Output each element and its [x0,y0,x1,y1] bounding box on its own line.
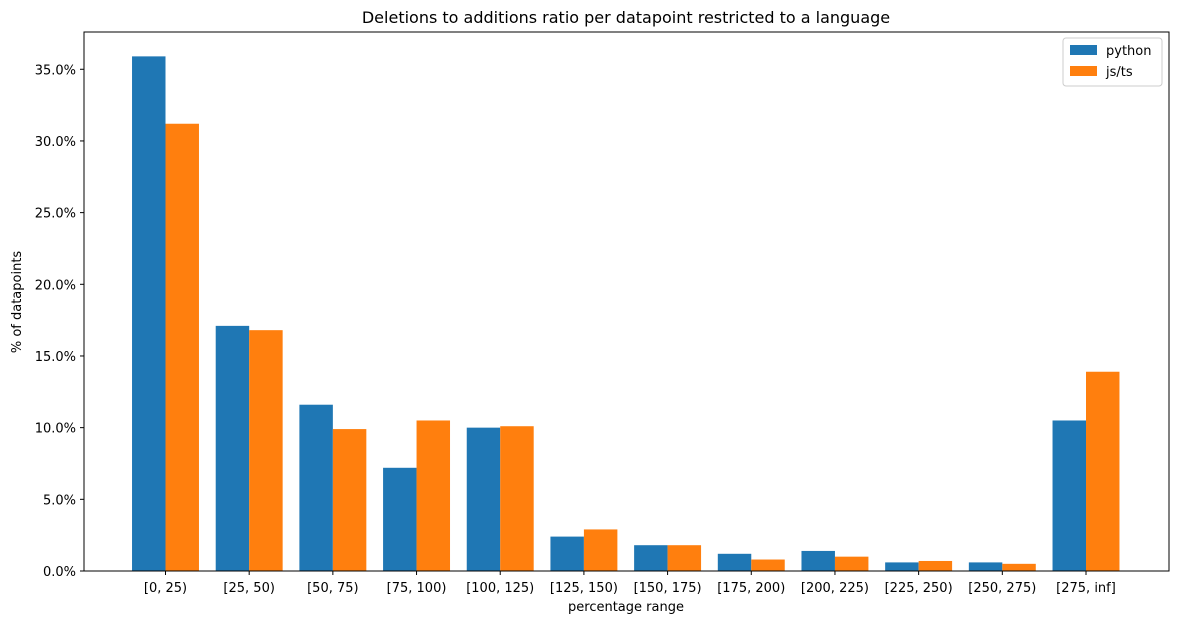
y-tick-label: 20.0% [35,278,76,293]
x-tick-label: [100, 125) [466,581,534,596]
legend-label-python: python [1106,44,1151,59]
bar-js-ts-0 [165,123,199,572]
y-tick-label: 10.0% [35,422,76,437]
y-tick-label: 35.0% [35,63,76,78]
x-tick-label: [250, 275) [968,581,1036,596]
bar-python-5 [550,536,584,571]
chart-title: Deletions to additions ratio per datapoi… [362,8,890,27]
bar-python-9 [885,562,919,571]
bar-python-3 [383,467,417,571]
bar-js-ts-6 [667,545,702,571]
bar-js-ts-7 [751,559,785,571]
bars-group [132,56,1120,572]
x-tick-label: [275, inf] [1056,581,1116,596]
bar-python-11 [1052,420,1086,571]
bar-python-7 [717,553,752,571]
bar-js-ts-8 [834,556,869,571]
bar-python-10 [968,562,1003,571]
legend-swatch-js-ts [1070,66,1097,76]
x-axis-ticks: [0, 25) [25, 50) [50, 75) [75, 100) [100, 12… [144,571,1116,596]
bar-python-0 [132,56,166,572]
x-tick-label: [225, 250) [885,581,953,596]
bar-python-1 [215,325,250,571]
bar-js-ts-9 [918,560,953,571]
legend-label-js-ts: js/ts [1105,65,1133,80]
bar-python-2 [299,404,333,571]
plot-frame [83,31,1170,572]
bar-js-ts-2 [332,429,367,571]
legend: python js/ts [1062,37,1163,87]
x-tick-label: [50, 75) [307,581,359,596]
x-tick-label: [175, 200) [717,581,785,596]
y-tick-label: 0.0% [43,565,76,580]
bar-python-4 [466,427,501,571]
bar-python-8 [801,550,835,571]
bar-js-ts-1 [249,330,283,571]
y-tick-label: 30.0% [35,135,76,150]
x-tick-label: [0, 25) [144,581,187,596]
bar-js-ts-5 [583,529,618,571]
bar-js-ts-4 [500,426,534,571]
plot-area: [0, 25) [25, 50) [50, 75) [75, 100) [100, 12… [35,31,1170,596]
bar-js-ts-10 [1002,563,1036,571]
x-axis-label: percentage range [568,600,684,615]
bar-js-ts-3 [416,420,451,571]
y-axis-label: % of datapoints [10,251,25,354]
bar-js-ts-11 [1086,371,1120,571]
x-tick-label: [75, 100) [387,581,447,596]
legend-swatch-python [1070,45,1097,55]
y-tick-label: 5.0% [43,493,76,508]
y-tick-label: 15.0% [35,350,76,365]
x-tick-label: [200, 225) [801,581,869,596]
x-tick-label: [150, 175) [634,581,702,596]
bar-python-6 [634,545,668,571]
y-axis-ticks: 0.0% 5.0% 10.0% 15.0% 20.0% 25.0% 30.0% 35.0% [35,63,84,580]
x-tick-label: [25, 50) [223,581,275,596]
y-tick-label: 25.0% [35,207,76,222]
x-tick-label: [125, 150) [550,581,618,596]
